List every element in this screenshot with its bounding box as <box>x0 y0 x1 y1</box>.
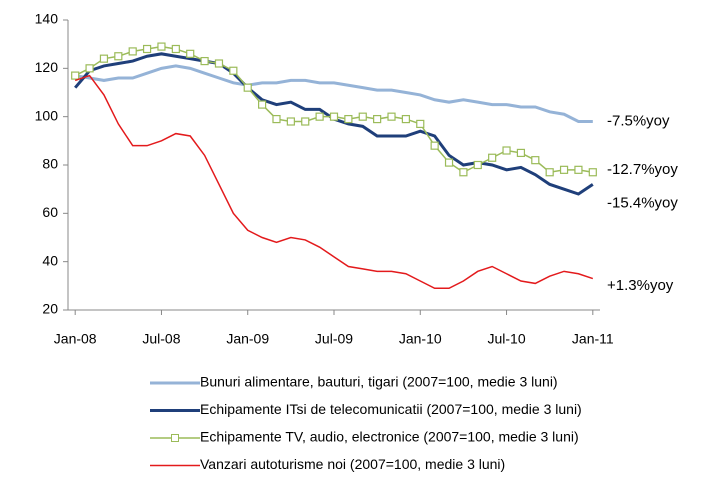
point-marker <box>545 168 554 177</box>
x-tick-label: Jan-10 <box>399 331 442 347</box>
y-tick-label: 40 <box>42 252 58 268</box>
point-marker <box>114 52 123 61</box>
point-marker <box>157 42 166 51</box>
legend-label: Bunuri alimentare, bauturi, tigari (2007… <box>200 374 558 390</box>
legend-marker <box>171 434 179 442</box>
point-marker <box>258 100 267 109</box>
x-tick-label: Jan-09 <box>226 331 269 347</box>
point-marker <box>315 112 324 121</box>
point-marker <box>488 153 497 162</box>
point-marker <box>99 54 109 63</box>
legend-label: Echipamente TV, audio, electronice (2007… <box>200 429 579 445</box>
point-marker <box>373 114 382 124</box>
series-line <box>74 45 593 174</box>
point-marker <box>286 117 295 126</box>
point-marker <box>502 146 511 155</box>
series-line <box>74 74 594 289</box>
point-marker <box>387 112 396 121</box>
point-marker <box>473 160 482 170</box>
x-tick-label: Jan-11 <box>572 331 614 347</box>
y-tick-label: 120 <box>35 59 59 75</box>
x-tick-label: Jul-09 <box>315 331 353 347</box>
point-marker <box>243 83 252 92</box>
y-tick-label: 60 <box>42 204 58 220</box>
point-marker <box>516 148 526 158</box>
y-tick-label: 20 <box>42 301 58 317</box>
point-marker <box>229 66 238 75</box>
point-marker <box>459 168 468 177</box>
point-marker <box>85 64 94 73</box>
point-marker <box>559 165 569 174</box>
annotation: -12.7%yoy <box>607 161 678 178</box>
annotation: -15.4%yoy <box>607 195 678 212</box>
point-marker <box>588 168 597 177</box>
annotation: -7.5%yoy <box>607 112 670 129</box>
annotation: +1.3%yoy <box>607 277 674 294</box>
point-marker <box>200 56 209 66</box>
point-marker <box>142 44 152 54</box>
y-tick-label: 140 <box>35 11 59 27</box>
point-marker <box>171 44 180 54</box>
point-marker <box>71 71 80 80</box>
point-marker <box>531 156 540 165</box>
point-marker <box>186 49 195 58</box>
point-marker <box>329 112 339 121</box>
legend-label: Vanzari autoturisme noi (2007=100, medie… <box>200 456 505 472</box>
y-tick-label: 80 <box>42 156 58 172</box>
legend-label: Echipamente ITsi de telecomunicatii (200… <box>200 401 582 417</box>
point-marker <box>344 114 353 124</box>
point-marker <box>416 119 425 129</box>
point-marker <box>574 165 583 174</box>
y-tick-label: 100 <box>35 107 59 123</box>
point-marker <box>401 114 410 124</box>
x-tick-label: Jul-08 <box>142 331 180 347</box>
point-marker <box>430 141 439 150</box>
point-marker <box>128 47 137 56</box>
x-tick-label: Jan-08 <box>54 331 97 347</box>
point-marker <box>358 112 367 121</box>
series-line <box>74 52 594 196</box>
point-marker <box>301 117 310 126</box>
point-marker <box>214 59 224 68</box>
point-marker <box>444 158 454 167</box>
point-marker <box>272 114 281 124</box>
x-tick-label: Jul-10 <box>487 331 525 347</box>
series-line <box>74 64 593 123</box>
